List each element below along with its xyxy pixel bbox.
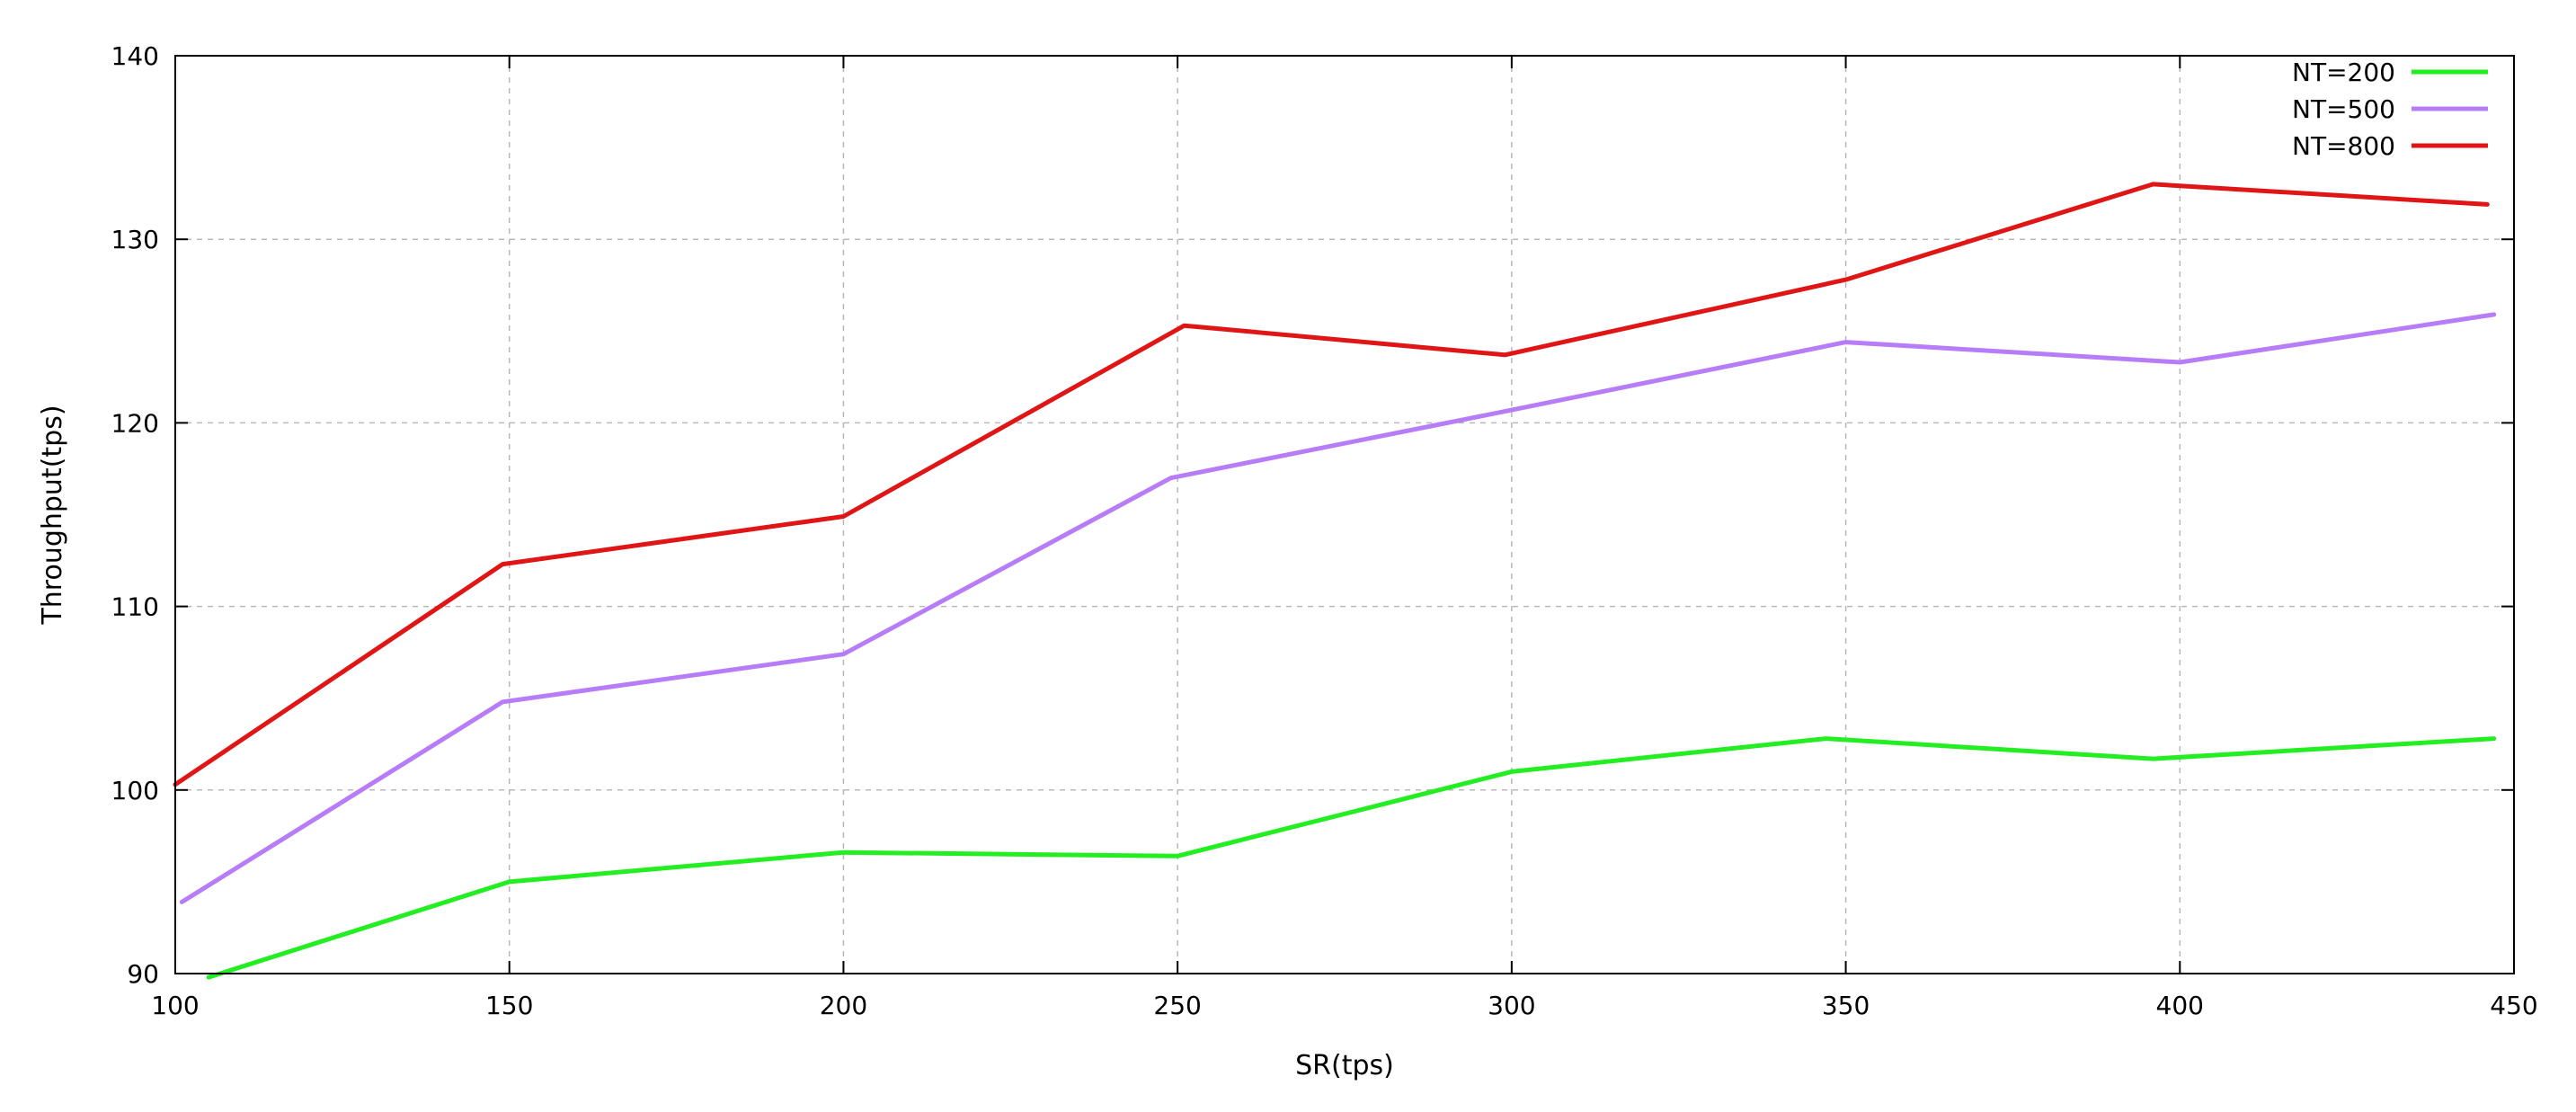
y-tick-label: 110 [111, 592, 159, 622]
x-tick-label: 300 [1488, 991, 1535, 1020]
grid-lines [175, 56, 2514, 974]
y-axis-title: Throughput(tps) [37, 405, 68, 625]
series-line-nt-800 [173, 182, 2490, 787]
x-tick-labels: 100 150 200 250 300 350 400 450 [151, 991, 2537, 1020]
legend-label: NT=800 [2292, 131, 2395, 161]
y-tick-label: 120 [111, 408, 159, 438]
x-tick-label: 200 [820, 991, 867, 1020]
x-tick-label: 100 [151, 991, 199, 1020]
legend-label: NT=500 [2292, 94, 2395, 124]
x-tick-label: 450 [2490, 991, 2537, 1020]
y-tick-label: 100 [111, 776, 159, 805]
y-tick-label: 90 [127, 959, 159, 989]
y-tick-label: 130 [111, 225, 159, 254]
legend-label: NT=200 [2292, 58, 2395, 87]
y-tick-label: 140 [111, 41, 159, 71]
series-line-nt-200 [206, 736, 2497, 980]
x-tick-label: 150 [485, 991, 533, 1020]
x-tick-label: 400 [2156, 991, 2204, 1020]
x-tick-label: 350 [1822, 991, 1870, 1020]
y-tick-labels: 90 100 110 120 130 140 [111, 41, 159, 989]
legend: NT=200 NT=500 NT=800 [2292, 58, 2488, 161]
x-tick-label: 250 [1153, 991, 1201, 1020]
axis-ticks [174, 55, 2515, 974]
series-lines [173, 182, 2497, 980]
plot-frame [174, 55, 2515, 974]
x-axis-title: SR(tps) [1295, 1050, 1394, 1081]
series-line-nt-500 [179, 312, 2497, 904]
